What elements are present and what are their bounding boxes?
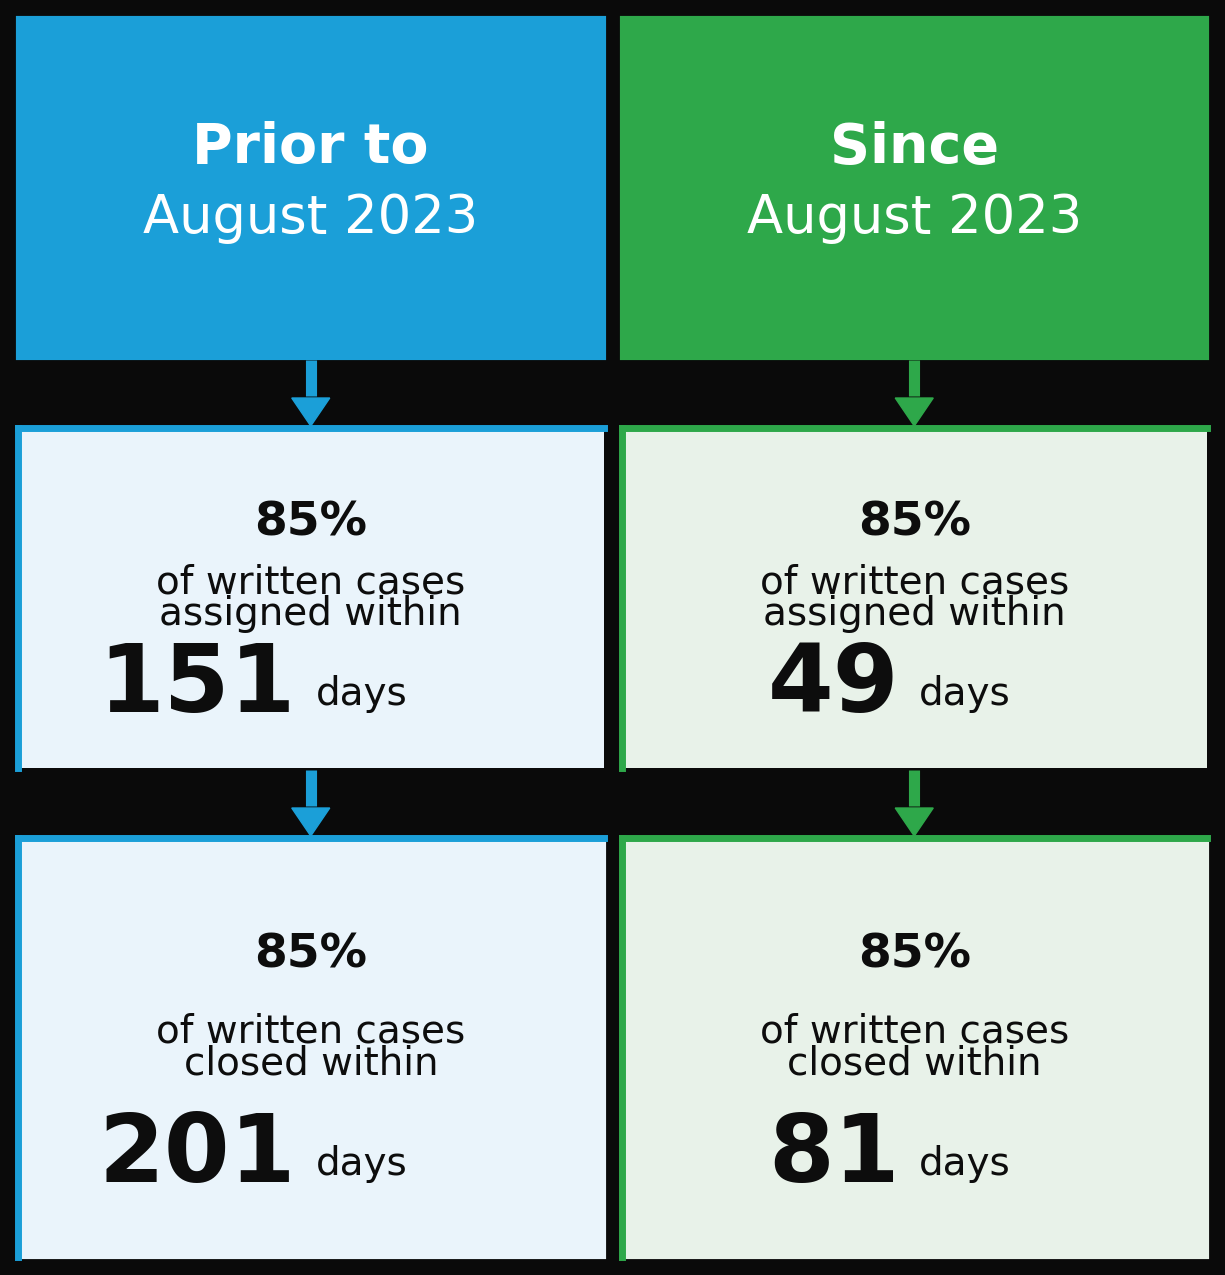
- Text: 85%: 85%: [858, 501, 970, 546]
- Text: 85%: 85%: [858, 933, 970, 978]
- Text: August 2023: August 2023: [746, 193, 1082, 244]
- Text: days: days: [919, 1145, 1011, 1183]
- Text: assigned within: assigned within: [159, 595, 462, 632]
- FancyBboxPatch shape: [621, 838, 1207, 1257]
- Text: of written cases: of written cases: [760, 564, 1069, 601]
- FancyBboxPatch shape: [18, 18, 604, 358]
- Polygon shape: [292, 398, 330, 426]
- Text: closed within: closed within: [786, 1044, 1041, 1082]
- Text: 81: 81: [768, 1111, 899, 1202]
- Text: closed within: closed within: [184, 1044, 439, 1082]
- Text: 151: 151: [98, 640, 295, 732]
- Text: 85%: 85%: [255, 933, 368, 978]
- Polygon shape: [292, 808, 330, 836]
- FancyBboxPatch shape: [18, 838, 604, 1257]
- Text: August 2023: August 2023: [143, 193, 479, 244]
- Text: days: days: [919, 676, 1011, 714]
- Polygon shape: [895, 398, 933, 426]
- Text: of written cases: of written cases: [760, 1012, 1069, 1051]
- Text: 49: 49: [768, 640, 899, 732]
- Text: Prior to: Prior to: [192, 121, 429, 175]
- Text: of written cases: of written cases: [156, 564, 466, 601]
- FancyBboxPatch shape: [621, 428, 1207, 768]
- Text: assigned within: assigned within: [763, 595, 1066, 632]
- Text: of written cases: of written cases: [156, 1012, 466, 1051]
- Text: 85%: 85%: [255, 501, 368, 546]
- Text: days: days: [316, 676, 408, 714]
- Text: days: days: [316, 1145, 408, 1183]
- FancyBboxPatch shape: [18, 428, 604, 768]
- FancyBboxPatch shape: [621, 18, 1207, 358]
- Text: Since: Since: [829, 121, 998, 175]
- Polygon shape: [895, 808, 933, 836]
- Text: 201: 201: [98, 1111, 295, 1202]
